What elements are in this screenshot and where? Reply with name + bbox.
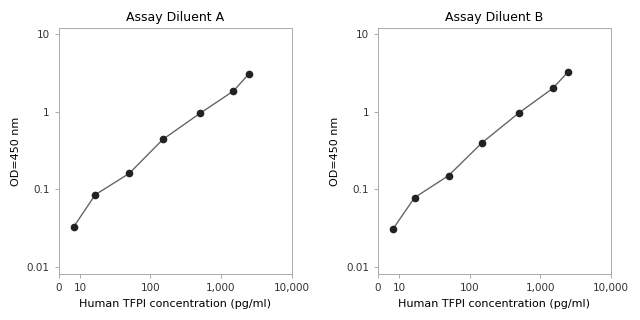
Y-axis label: OD=450 nm: OD=450 nm xyxy=(11,116,21,186)
X-axis label: Human TFPI concentration (pg/ml): Human TFPI concentration (pg/ml) xyxy=(79,299,271,309)
Title: Assay Diluent A: Assay Diluent A xyxy=(126,11,224,24)
Title: Assay Diluent B: Assay Diluent B xyxy=(445,11,543,24)
X-axis label: Human TFPI concentration (pg/ml): Human TFPI concentration (pg/ml) xyxy=(399,299,591,309)
Y-axis label: OD=450 nm: OD=450 nm xyxy=(330,116,340,186)
